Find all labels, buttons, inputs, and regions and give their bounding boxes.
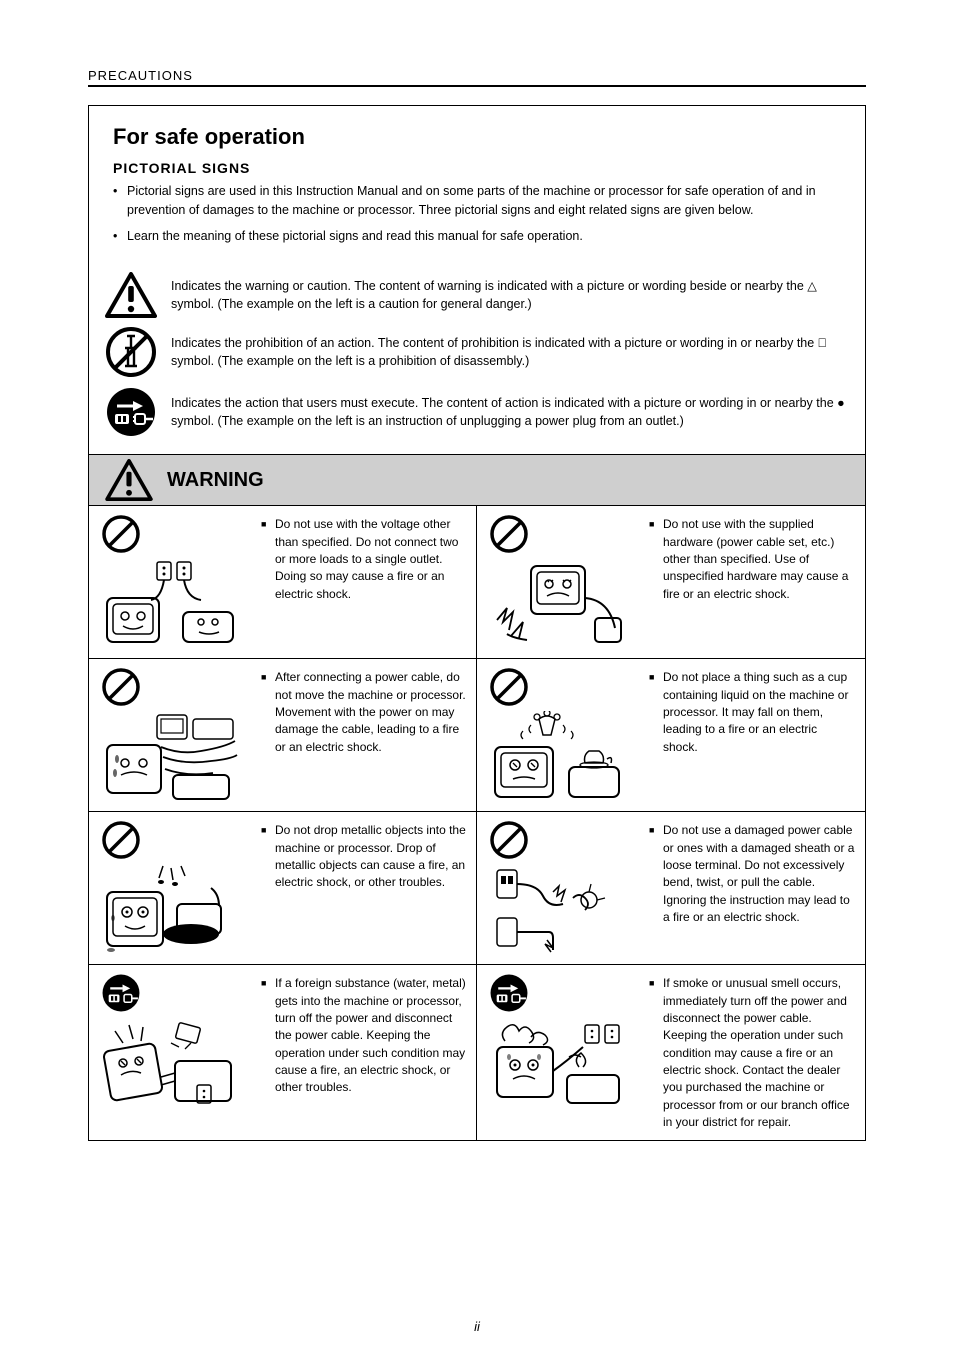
no-disassembly-icon bbox=[105, 326, 157, 378]
safety-box: For safe operation PICTORIAL SIGNS Picto… bbox=[88, 105, 866, 1141]
warning-text-6: Do not use a damaged power cable or ones… bbox=[649, 820, 855, 956]
cartoon-damaged-cord bbox=[489, 558, 629, 650]
warning-text-1: Do not use with the voltage other than s… bbox=[261, 514, 466, 650]
prohibit-icon bbox=[489, 514, 529, 554]
warning-text-3: After connecting a power cable, do not m… bbox=[261, 667, 466, 803]
cartoon-drop-unit bbox=[101, 1017, 241, 1109]
icon-desc-warning: Indicates the warning or caution. The co… bbox=[171, 277, 849, 313]
intro-paragraph-1: Pictorial signs are used in this Instruc… bbox=[113, 182, 841, 221]
prohibit-icon bbox=[101, 667, 141, 707]
icon-desc-prohibit: Indicates the prohibition of an action. … bbox=[171, 334, 849, 370]
warning-text-7: If a foreign substance (water, metal) ge… bbox=[261, 973, 466, 1132]
warning-cell-7: If a foreign substance (water, metal) ge… bbox=[89, 965, 477, 1140]
unplug-icon bbox=[101, 973, 141, 1013]
icon-row-warning: Indicates the warning or caution. The co… bbox=[105, 272, 849, 318]
cartoon-multi-outlet bbox=[101, 558, 241, 650]
warning-text-5: Do not drop metallic objects into the ma… bbox=[261, 820, 466, 956]
page-number: ii bbox=[474, 1319, 480, 1334]
warning-band: WARNING bbox=[89, 454, 865, 506]
section-title: For safe operation bbox=[89, 106, 865, 160]
warning-cell-2: Do not use with the supplied hardware (p… bbox=[477, 506, 865, 659]
icon-example-rows: Indicates the warning or caution. The co… bbox=[89, 266, 865, 454]
icon-row-action: Indicates the action that users must exe… bbox=[105, 386, 849, 438]
cartoon-liquid bbox=[489, 711, 629, 803]
cartoon-metal-object bbox=[101, 864, 241, 956]
section-subtitle: PICTORIAL SIGNS bbox=[89, 160, 865, 182]
header-title: PRECAUTIONS bbox=[88, 68, 866, 83]
cartoon-many-cables bbox=[101, 711, 241, 803]
warning-band-label: WARNING bbox=[167, 469, 264, 492]
warning-cell-6: Do not use a damaged power cable or ones… bbox=[477, 812, 865, 965]
warning-triangle-icon bbox=[105, 272, 157, 318]
warning-cell-8: If smoke or unusual smell occurs, immedi… bbox=[477, 965, 865, 1140]
prohibit-icon bbox=[101, 820, 141, 860]
intro-text: Pictorial signs are used in this Instruc… bbox=[89, 182, 865, 266]
icon-row-prohibit: Indicates the prohibition of an action. … bbox=[105, 326, 849, 378]
prohibit-icon bbox=[489, 820, 529, 860]
page-header: PRECAUTIONS bbox=[88, 68, 866, 87]
intro-paragraph-2: Learn the meaning of these pictorial sig… bbox=[113, 227, 841, 246]
icon-desc-action: Indicates the action that users must exe… bbox=[171, 394, 849, 430]
warning-cell-4: Do not place a thing such as a cup conta… bbox=[477, 659, 865, 812]
warning-grid: Do not use with the voltage other than s… bbox=[89, 506, 865, 1140]
warning-text-2: Do not use with the supplied hardware (p… bbox=[649, 514, 855, 650]
unplug-icon bbox=[105, 386, 157, 438]
warning-cell-1: Do not use with the voltage other than s… bbox=[89, 506, 477, 659]
warning-text-8: If smoke or unusual smell occurs, immedi… bbox=[649, 973, 855, 1132]
prohibit-icon bbox=[489, 667, 529, 707]
cartoon-bent-cord bbox=[489, 864, 629, 956]
prohibit-icon bbox=[101, 514, 141, 554]
warning-text-4: Do not place a thing such as a cup conta… bbox=[649, 667, 855, 803]
cartoon-smoke bbox=[489, 1017, 629, 1109]
warning-cell-3: After connecting a power cable, do not m… bbox=[89, 659, 477, 812]
warning-cell-5: Do not drop metallic objects into the ma… bbox=[89, 812, 477, 965]
unplug-icon bbox=[489, 973, 529, 1013]
warning-band-icon bbox=[105, 459, 153, 501]
